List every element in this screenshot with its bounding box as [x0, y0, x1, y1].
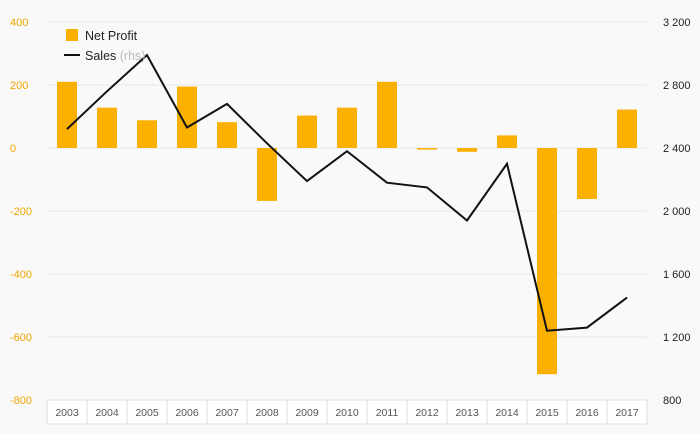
- x-tick-label: 2015: [535, 407, 559, 419]
- sales-line: [66, 53, 628, 332]
- right-tick-label: 1 200: [663, 332, 691, 344]
- bar-net-profit-2017: [617, 109, 637, 148]
- bar-net-profit-2003: [57, 81, 77, 148]
- bar-net-profit-2014: [497, 135, 517, 148]
- x-tick-label: 2013: [455, 407, 479, 419]
- right-tick-label: 800: [663, 395, 681, 407]
- x-tick-label: 2016: [575, 407, 599, 419]
- bar-net-profit-2004: [97, 107, 117, 148]
- x-axis-band: [46, 399, 648, 425]
- x-tick-label: 2007: [215, 407, 239, 419]
- right-tick-label: 2 400: [663, 143, 691, 155]
- right-tick-label: 1 600: [663, 269, 691, 281]
- legend-label-net-profit: Net Profit: [85, 29, 138, 43]
- legend: Net Profit Sales (rhs): [64, 29, 145, 63]
- x-tick-label: 2008: [255, 407, 279, 419]
- legend-label-sales-note: (rhs): [120, 49, 146, 63]
- left-tick-label: 0: [10, 143, 16, 155]
- bar-net-profit-2016: [577, 148, 597, 200]
- x-tick-label: 2010: [335, 407, 359, 419]
- bar-net-profit-2007: [217, 122, 237, 148]
- bar-net-profit-2008: [257, 148, 277, 201]
- x-tick-label: 2006: [175, 407, 199, 419]
- bar-net-profit-2009: [297, 115, 317, 148]
- left-tick-label: -400: [10, 269, 32, 281]
- legend-swatch-net-profit: [66, 29, 78, 41]
- bar-net-profit-2006: [177, 86, 197, 148]
- bars-net-profit: [57, 81, 637, 375]
- right-tick-label: 3 200: [663, 17, 691, 29]
- legend-label-sales: Sales (rhs): [85, 49, 145, 63]
- bar-net-profit-2005: [137, 120, 157, 148]
- left-tick-label: 200: [10, 80, 28, 92]
- axes: 400 200 0 -200 -400 -600 -800 3 200 2 800 2 400 2 …: [10, 17, 691, 425]
- bar-net-profit-2013: [457, 148, 477, 152]
- line-sales: [66, 53, 628, 332]
- x-tick-label: 2011: [376, 407, 399, 419]
- bar-net-profit-2011: [377, 81, 397, 148]
- left-tick-label: -600: [10, 332, 32, 344]
- x-tick-label: 2012: [415, 407, 439, 419]
- x-tick-label: 2009: [295, 407, 319, 419]
- left-tick-label: -800: [10, 395, 32, 407]
- left-tick-label: 400: [10, 17, 28, 29]
- x-tick-label: 2017: [615, 407, 639, 419]
- left-tick-label: -200: [10, 206, 32, 218]
- bar-net-profit-2010: [337, 107, 357, 148]
- x-tick-label: 2004: [95, 407, 119, 419]
- x-tick-label: 2005: [135, 407, 159, 419]
- x-tick-label: 2003: [55, 407, 79, 419]
- bar-net-profit-2012: [417, 148, 437, 150]
- bar-net-profit-2015: [537, 148, 557, 375]
- right-tick-label: 2 000: [663, 206, 691, 218]
- right-tick-label: 2 800: [663, 80, 691, 92]
- x-tick-label: 2014: [495, 407, 519, 419]
- legend-label-sales-name: Sales: [85, 49, 116, 63]
